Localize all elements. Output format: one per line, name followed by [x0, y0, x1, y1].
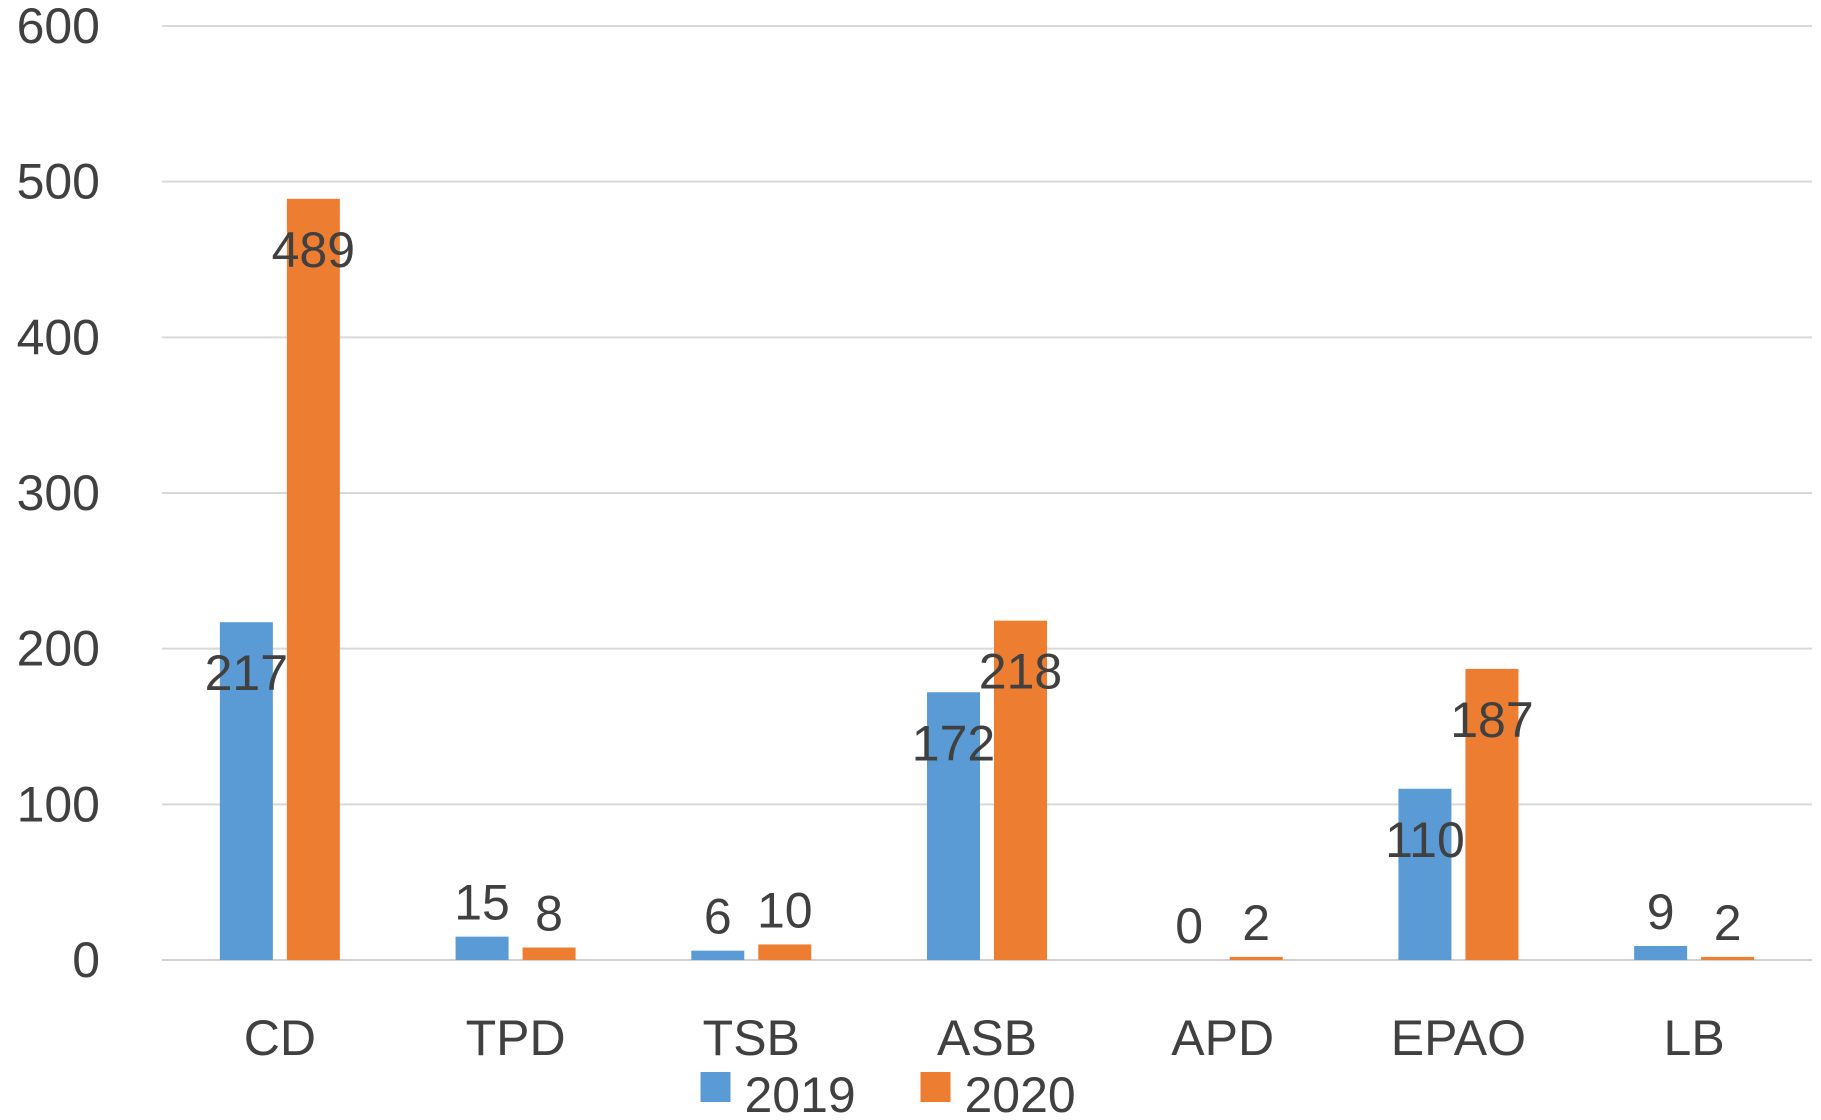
y-tick-label: 400 — [17, 309, 100, 365]
data-label: 0 — [1175, 898, 1203, 954]
data-label: 8 — [535, 886, 563, 942]
data-label: 9 — [1647, 884, 1675, 940]
data-label: 489 — [272, 222, 355, 278]
bar-asb-2020 — [994, 620, 1047, 960]
category-label-tsb: TSB — [703, 1010, 800, 1066]
bar-epao-2020 — [1465, 668, 1519, 960]
category-label-cd: CD — [244, 1010, 316, 1066]
data-label: 110 — [1385, 812, 1465, 868]
x-axis-categories: CD TPD TSB ASB APD EPAO LB — [244, 1010, 1725, 1066]
y-tick-label: 600 — [17, 0, 100, 54]
data-label: 6 — [704, 889, 732, 945]
data-label: 218 — [979, 644, 1062, 700]
bar-asb-2019 — [927, 692, 980, 960]
data-label: 2 — [1242, 895, 1270, 951]
bar-lb-2020 — [1701, 956, 1755, 960]
category-label-lb: LB — [1664, 1010, 1725, 1066]
data-label: 172 — [912, 715, 995, 771]
legend: 2019 2020 — [700, 1067, 1076, 1120]
legend-label-2020: 2020 — [965, 1067, 1076, 1120]
bar-epao-2019 — [1398, 788, 1452, 960]
bar-tpd-2020 — [522, 947, 576, 960]
y-tick-label: 100 — [17, 776, 100, 832]
y-tick-label: 300 — [17, 465, 100, 521]
data-label: 217 — [205, 645, 288, 701]
bar-cd-2019 — [219, 622, 273, 960]
bar-cd-2020 — [286, 198, 340, 961]
bar-tsb-2019 — [691, 950, 745, 960]
category-label-tpd: TPD — [466, 1010, 566, 1066]
bar-tpd-2019 — [455, 936, 509, 960]
bar-apd-2020 — [1229, 956, 1283, 960]
y-tick-label: 200 — [17, 621, 100, 677]
legend-label-2019: 2019 — [745, 1067, 856, 1120]
data-label: 2 — [1714, 895, 1742, 951]
legend-swatch-2019 — [700, 1072, 731, 1102]
data-label: 187 — [1450, 692, 1533, 748]
bar-lb-2019 — [1634, 945, 1688, 960]
category-label-asb: ASB — [937, 1010, 1037, 1066]
gridlines — [162, 25, 1812, 961]
data-label: 10 — [757, 882, 813, 938]
bar-tsb-2020 — [758, 944, 812, 960]
y-tick-label: 0 — [72, 932, 100, 988]
legend-swatch-2020 — [920, 1072, 951, 1102]
y-axis-ticks: 0 100 200 300 400 500 600 — [17, 0, 100, 988]
data-label: 15 — [454, 875, 510, 931]
category-label-apd: APD — [1171, 1010, 1274, 1066]
bars — [219, 198, 1755, 961]
category-label-epao: EPAO — [1391, 1010, 1526, 1066]
y-tick-label: 500 — [17, 154, 100, 210]
